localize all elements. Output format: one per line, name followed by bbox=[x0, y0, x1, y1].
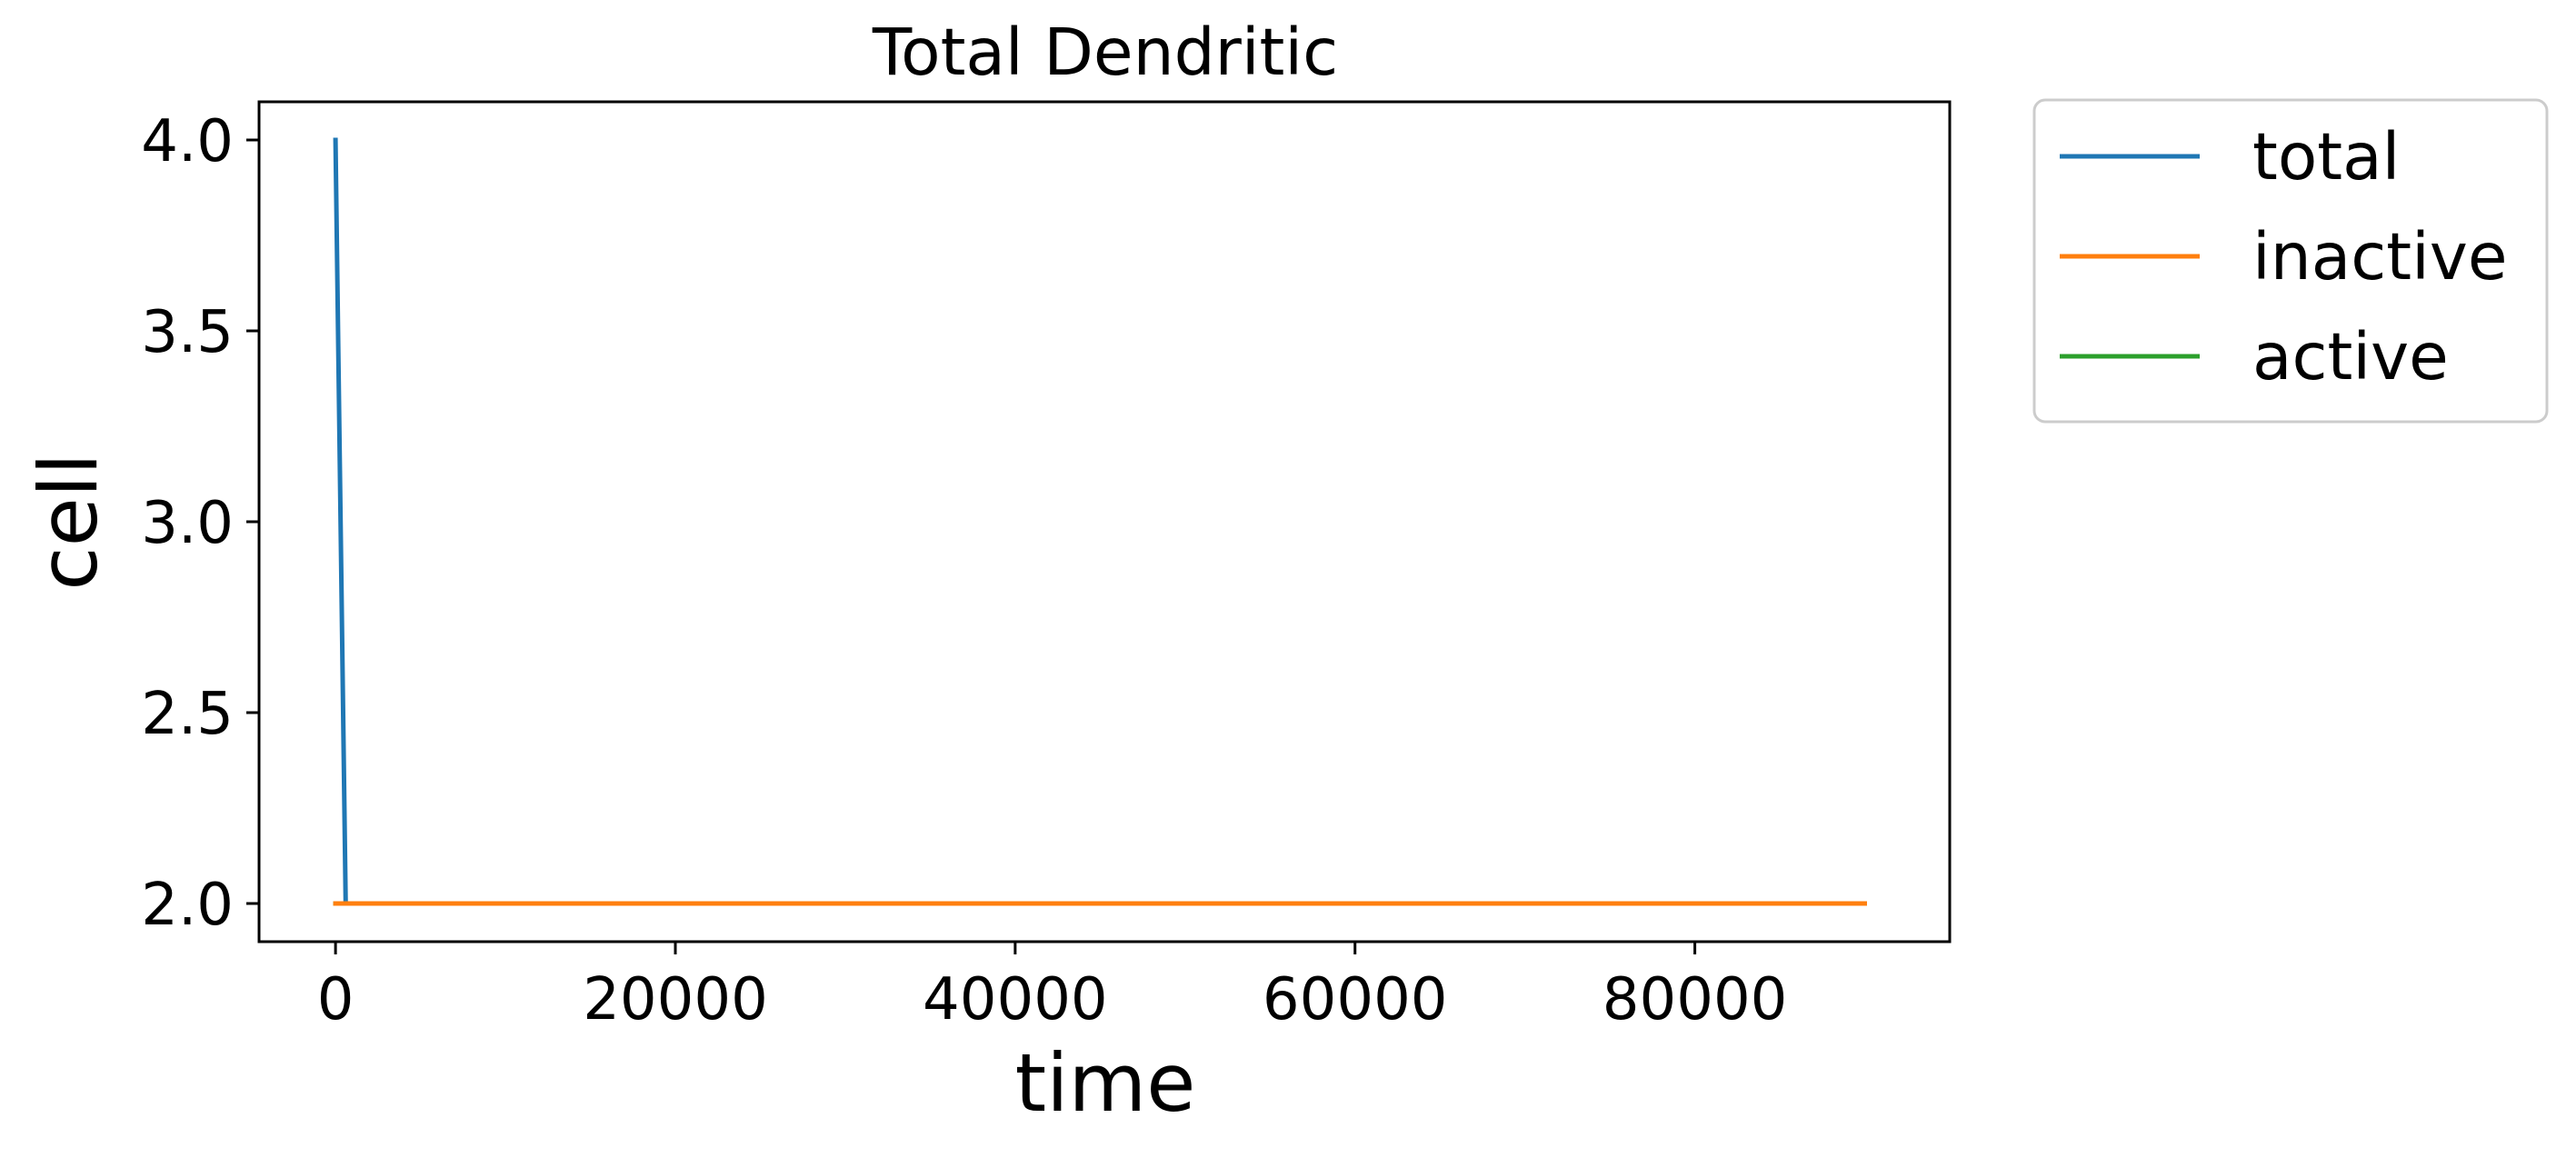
legend-label-inactive: inactive bbox=[2252, 219, 2508, 294]
legend-items: total inactive active bbox=[2060, 119, 2508, 394]
legend-label-total: total bbox=[2252, 119, 2400, 195]
x-tick-label: 0 bbox=[317, 966, 354, 1033]
x-tick-label: 20000 bbox=[583, 966, 768, 1033]
y-tick-label: 3.5 bbox=[141, 299, 234, 366]
plot-area bbox=[257, 100, 1952, 943]
chart-title: Total Dendritic bbox=[872, 15, 1338, 90]
series-layer bbox=[333, 137, 1867, 906]
y-tick-label: 2.0 bbox=[141, 872, 234, 939]
legend: total inactive active bbox=[2032, 98, 2549, 424]
x-tick-label: 40000 bbox=[923, 966, 1108, 1033]
legend-label-active: active bbox=[2252, 319, 2449, 394]
y-axis-ticks: 2.0 2.5 3.0 3.5 4.0 bbox=[141, 108, 259, 939]
y-tick-label: 3.0 bbox=[141, 490, 234, 557]
x-tick-label: 80000 bbox=[1603, 966, 1788, 1033]
x-axis-label: time bbox=[1015, 1036, 1196, 1130]
x-axis-ticks: 0 20000 40000 60000 80000 bbox=[317, 942, 1788, 1033]
y-tick-label: 2.5 bbox=[141, 681, 234, 748]
y-tick-label: 4.0 bbox=[141, 108, 234, 175]
legend-frame bbox=[2032, 98, 2549, 424]
plot-background bbox=[259, 102, 1950, 942]
y-axis-label: cell bbox=[22, 453, 115, 590]
x-tick-label: 60000 bbox=[1263, 966, 1448, 1033]
